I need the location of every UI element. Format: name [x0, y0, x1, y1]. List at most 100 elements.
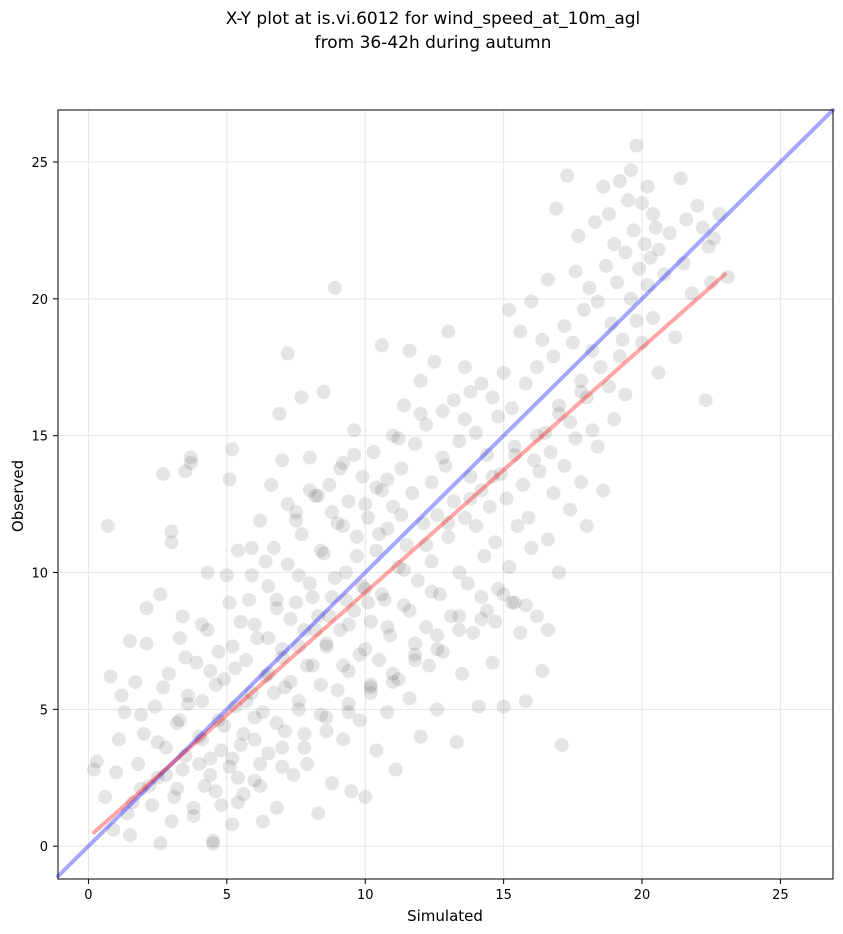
data-point: [228, 699, 243, 714]
data-point: [430, 702, 445, 717]
data-point: [250, 631, 265, 646]
plot-frame: [57, 109, 834, 880]
data-point: [341, 696, 356, 711]
data-point: [183, 456, 198, 471]
data-point: [153, 836, 168, 851]
data-point: [396, 562, 411, 577]
data-point: [488, 614, 503, 629]
data-point: [200, 565, 215, 580]
data-point: [377, 592, 392, 607]
data-point: [120, 806, 135, 821]
data-point: [186, 800, 201, 815]
data-point: [291, 694, 306, 709]
data-point: [145, 798, 160, 813]
data-point: [313, 707, 328, 722]
data-point: [253, 513, 268, 528]
data-point: [225, 639, 240, 654]
data-point: [582, 280, 597, 295]
data-point: [388, 762, 403, 777]
data-point: [408, 636, 423, 651]
data-point: [405, 486, 420, 501]
data-point: [147, 699, 162, 714]
data-point: [444, 609, 459, 624]
data-point: [341, 664, 356, 679]
data-point: [244, 685, 259, 700]
data-point: [206, 833, 220, 848]
data-point: [230, 543, 245, 558]
data-point: [114, 688, 129, 703]
y-tick-label: 10: [31, 566, 48, 581]
data-point: [336, 732, 351, 747]
data-point: [308, 488, 323, 503]
data-point: [361, 510, 375, 525]
data-point: [349, 529, 364, 544]
data-point: [275, 642, 290, 657]
data-point: [607, 412, 622, 427]
data-point: [391, 431, 406, 446]
data-point: [344, 784, 359, 799]
data-point: [474, 483, 489, 498]
data-point: [269, 800, 284, 815]
data-point: [352, 647, 367, 662]
data-point: [349, 549, 364, 564]
data-point: [648, 220, 663, 235]
data-point: [385, 674, 400, 689]
data-point: [258, 554, 273, 569]
data-point: [527, 453, 542, 468]
data-point: [529, 428, 544, 443]
data-point: [574, 475, 589, 490]
data-point: [266, 540, 281, 555]
data-point: [167, 789, 182, 804]
data-point: [341, 705, 356, 720]
data-point: [255, 705, 270, 720]
data-point: [283, 612, 298, 627]
data-point: [474, 376, 489, 391]
data-point: [662, 226, 677, 241]
data-point: [546, 486, 561, 501]
data-point: [355, 469, 370, 484]
data-point: [280, 346, 295, 361]
data-point: [402, 691, 417, 706]
data-point: [347, 447, 362, 462]
data-point: [499, 491, 514, 506]
data-point: [601, 379, 616, 394]
data-point: [604, 316, 619, 331]
data-point: [258, 669, 273, 684]
data-point: [383, 628, 398, 643]
data-point: [330, 516, 345, 531]
data-point: [347, 423, 362, 438]
data-point: [402, 343, 417, 358]
data-point: [474, 612, 489, 627]
data-point: [474, 590, 489, 605]
data-point: [189, 655, 204, 670]
data-point: [720, 269, 735, 284]
data-point: [546, 349, 561, 364]
data-point: [452, 622, 467, 637]
data-point: [236, 787, 251, 802]
data-point: [269, 716, 284, 731]
data-point: [524, 540, 539, 555]
data-point: [491, 581, 506, 596]
data-point: [366, 445, 381, 460]
data-point: [255, 814, 270, 829]
data-point: [297, 726, 312, 741]
data-point: [247, 732, 262, 747]
data-point: [103, 669, 118, 684]
data-point: [175, 609, 190, 624]
data-point: [380, 521, 395, 536]
data-point: [540, 532, 555, 547]
data-point: [441, 529, 456, 544]
data-point: [291, 568, 306, 583]
data-point: [372, 653, 387, 668]
data-point: [457, 412, 472, 427]
data-point: [507, 439, 522, 454]
data-point: [435, 450, 450, 465]
data-point: [333, 461, 348, 476]
data-point: [424, 554, 439, 569]
data-point: [358, 642, 373, 657]
data-point: [136, 726, 151, 741]
data-point: [394, 508, 409, 523]
data-point: [150, 735, 165, 750]
data-point: [106, 822, 121, 837]
data-point: [230, 770, 245, 785]
